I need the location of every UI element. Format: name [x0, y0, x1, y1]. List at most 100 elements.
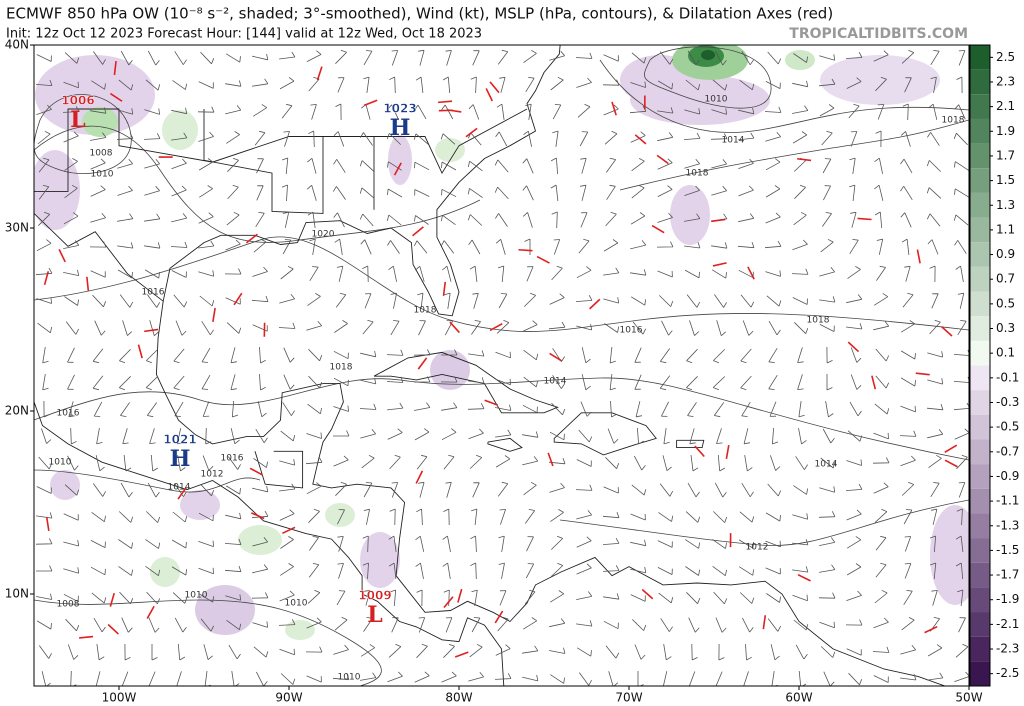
center-value: 1021	[163, 433, 196, 447]
shade-blob	[785, 50, 815, 70]
wind-barb	[958, 50, 966, 66]
wind-barb	[603, 239, 619, 252]
colorbar-swatch	[970, 661, 990, 686]
wind-barb	[64, 52, 80, 64]
wind-barb	[845, 619, 863, 626]
wind-barb	[634, 644, 646, 660]
wind-barb	[67, 455, 79, 471]
source: TROPICALTIDBITS.COM	[789, 26, 968, 42]
wind-barb	[306, 432, 322, 439]
wind-barb	[442, 76, 451, 94]
wind-barb	[308, 563, 320, 578]
colorbar-swatch	[970, 69, 990, 95]
wind-barb	[364, 293, 372, 309]
wind-barb	[764, 106, 782, 113]
wind-barb	[689, 320, 700, 336]
colorbar-swatch	[970, 414, 990, 440]
wind-barb	[576, 647, 592, 657]
dilatation-axis	[109, 92, 123, 102]
wind-barb	[337, 509, 345, 525]
wind-barb	[445, 50, 452, 66]
wind-barb	[580, 157, 587, 174]
wind-barb	[522, 212, 533, 228]
wind-barb	[281, 103, 293, 119]
shade-blob	[180, 490, 220, 520]
wind-barb	[873, 617, 889, 629]
wind-barb	[631, 52, 647, 64]
wind-barb	[877, 104, 885, 120]
wind-barb	[821, 130, 833, 146]
wind-barb	[469, 454, 483, 469]
wind-barb	[688, 671, 696, 686]
wind-barb	[307, 211, 316, 228]
wind-barb	[92, 294, 107, 308]
wind-barb	[930, 508, 938, 525]
wind-barb	[333, 131, 345, 147]
wind-barb	[822, 428, 835, 444]
wind-barb	[337, 77, 345, 93]
colorbar-swatch	[970, 217, 990, 243]
wind-barb	[468, 428, 484, 440]
wind-barb	[875, 562, 887, 578]
wind-barb	[825, 401, 834, 418]
dilatation-axis	[915, 372, 930, 376]
wind-barb	[332, 186, 346, 200]
wind-barb	[549, 647, 566, 654]
colorbar-swatch	[970, 365, 990, 391]
wind-barb	[283, 131, 290, 147]
wind-barb	[549, 431, 565, 441]
wind-barb	[118, 539, 133, 549]
wind-barb	[603, 593, 620, 600]
wind-barb	[335, 481, 347, 496]
wind-barb	[875, 535, 887, 551]
wind-barb	[637, 427, 644, 445]
wind-barb	[390, 292, 397, 309]
wind-barb	[144, 213, 161, 222]
coastline	[34, 108, 375, 210]
wind-barb	[718, 643, 725, 661]
dilatation-axis	[747, 266, 755, 280]
shade-blob	[162, 110, 198, 150]
colorbar-swatch	[970, 439, 990, 465]
wind-barb	[198, 240, 215, 249]
wind-barb	[874, 508, 888, 523]
wind-barb	[257, 401, 267, 418]
wind-barb	[904, 77, 912, 93]
wind-barb	[846, 509, 862, 521]
wind-barb	[359, 187, 375, 199]
wind-barb	[740, 294, 755, 308]
wind-barb	[904, 563, 912, 579]
wind-barb	[306, 482, 322, 495]
wind-barb	[848, 103, 860, 119]
wind-barb	[145, 539, 161, 549]
wind-barb	[931, 590, 938, 606]
shade-blob	[34, 150, 80, 230]
wind-barb	[172, 511, 188, 523]
wind-barb	[767, 483, 782, 497]
wind-barb	[603, 297, 620, 304]
wind-barb	[873, 675, 889, 683]
lat-label: 30N	[5, 221, 29, 235]
colorbar-swatch	[970, 587, 990, 613]
wind-barb	[363, 617, 373, 632]
colorbar-label: 0.5	[996, 296, 1015, 310]
wind-barb	[198, 81, 214, 89]
wind-barb	[255, 212, 265, 228]
wind-barb	[900, 350, 916, 360]
wind-barb	[176, 428, 184, 445]
wind-barb	[230, 428, 240, 445]
wind-barb	[900, 455, 916, 467]
wind-barb	[765, 567, 781, 575]
wind-barb	[930, 50, 940, 66]
wind-barb	[65, 618, 80, 632]
wind-barb	[307, 157, 317, 174]
dilatation-axis	[494, 610, 504, 624]
wind-barb	[90, 540, 106, 548]
wind-barb	[954, 188, 969, 198]
wind-barb	[307, 293, 321, 306]
wind-barb	[363, 76, 370, 93]
wind-barb	[90, 158, 106, 170]
wind-barb	[305, 456, 323, 465]
wind-barb	[283, 347, 295, 363]
wind-barb	[684, 242, 701, 249]
